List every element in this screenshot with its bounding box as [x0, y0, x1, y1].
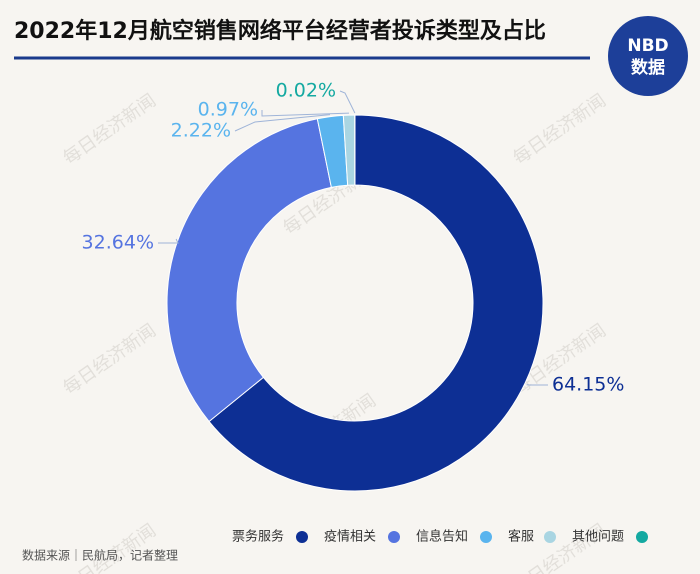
chart-title: 2022年12月航空销售网络平台经营者投诉类型及占比 — [14, 18, 546, 44]
leader-line — [339, 90, 356, 114]
legend-label: 客服 — [508, 529, 534, 545]
watermark: 每日经济新闻 — [59, 90, 160, 169]
slice — [208, 114, 544, 492]
leader-line — [234, 114, 331, 132]
logo-text: 数据 — [631, 57, 665, 78]
value-label: 32.64% — [82, 232, 154, 254]
value-label: 64.15% — [552, 374, 624, 396]
leader-line — [261, 110, 349, 117]
value-label: 2.22% — [171, 120, 231, 142]
leader-line — [158, 238, 179, 244]
slice — [166, 118, 332, 423]
legend-label: 票务服务 — [232, 529, 284, 545]
watermark: 每日经济新闻 — [509, 90, 610, 169]
legend-label: 其他问题 — [572, 530, 624, 545]
logo-badge — [608, 16, 688, 96]
legend-swatch — [480, 531, 492, 543]
legend-swatch — [544, 531, 556, 543]
watermark: 每日经济新闻 — [59, 520, 160, 574]
value-label: 0.02% — [276, 80, 336, 102]
legend-label: 信息告知 — [416, 529, 468, 545]
legend-swatch — [296, 531, 308, 543]
watermark: 每日经济新闻 — [509, 520, 610, 574]
watermark: 每日经济新闻 — [59, 320, 160, 399]
legend-swatch — [636, 531, 648, 543]
logo-text: NBD — [627, 36, 668, 56]
legend-swatch — [388, 531, 400, 543]
source: 数据来源｜民航局，记者整理 — [22, 548, 178, 563]
legend-label: 疫情相关 — [324, 529, 376, 545]
value-label: 0.97% — [198, 99, 258, 121]
